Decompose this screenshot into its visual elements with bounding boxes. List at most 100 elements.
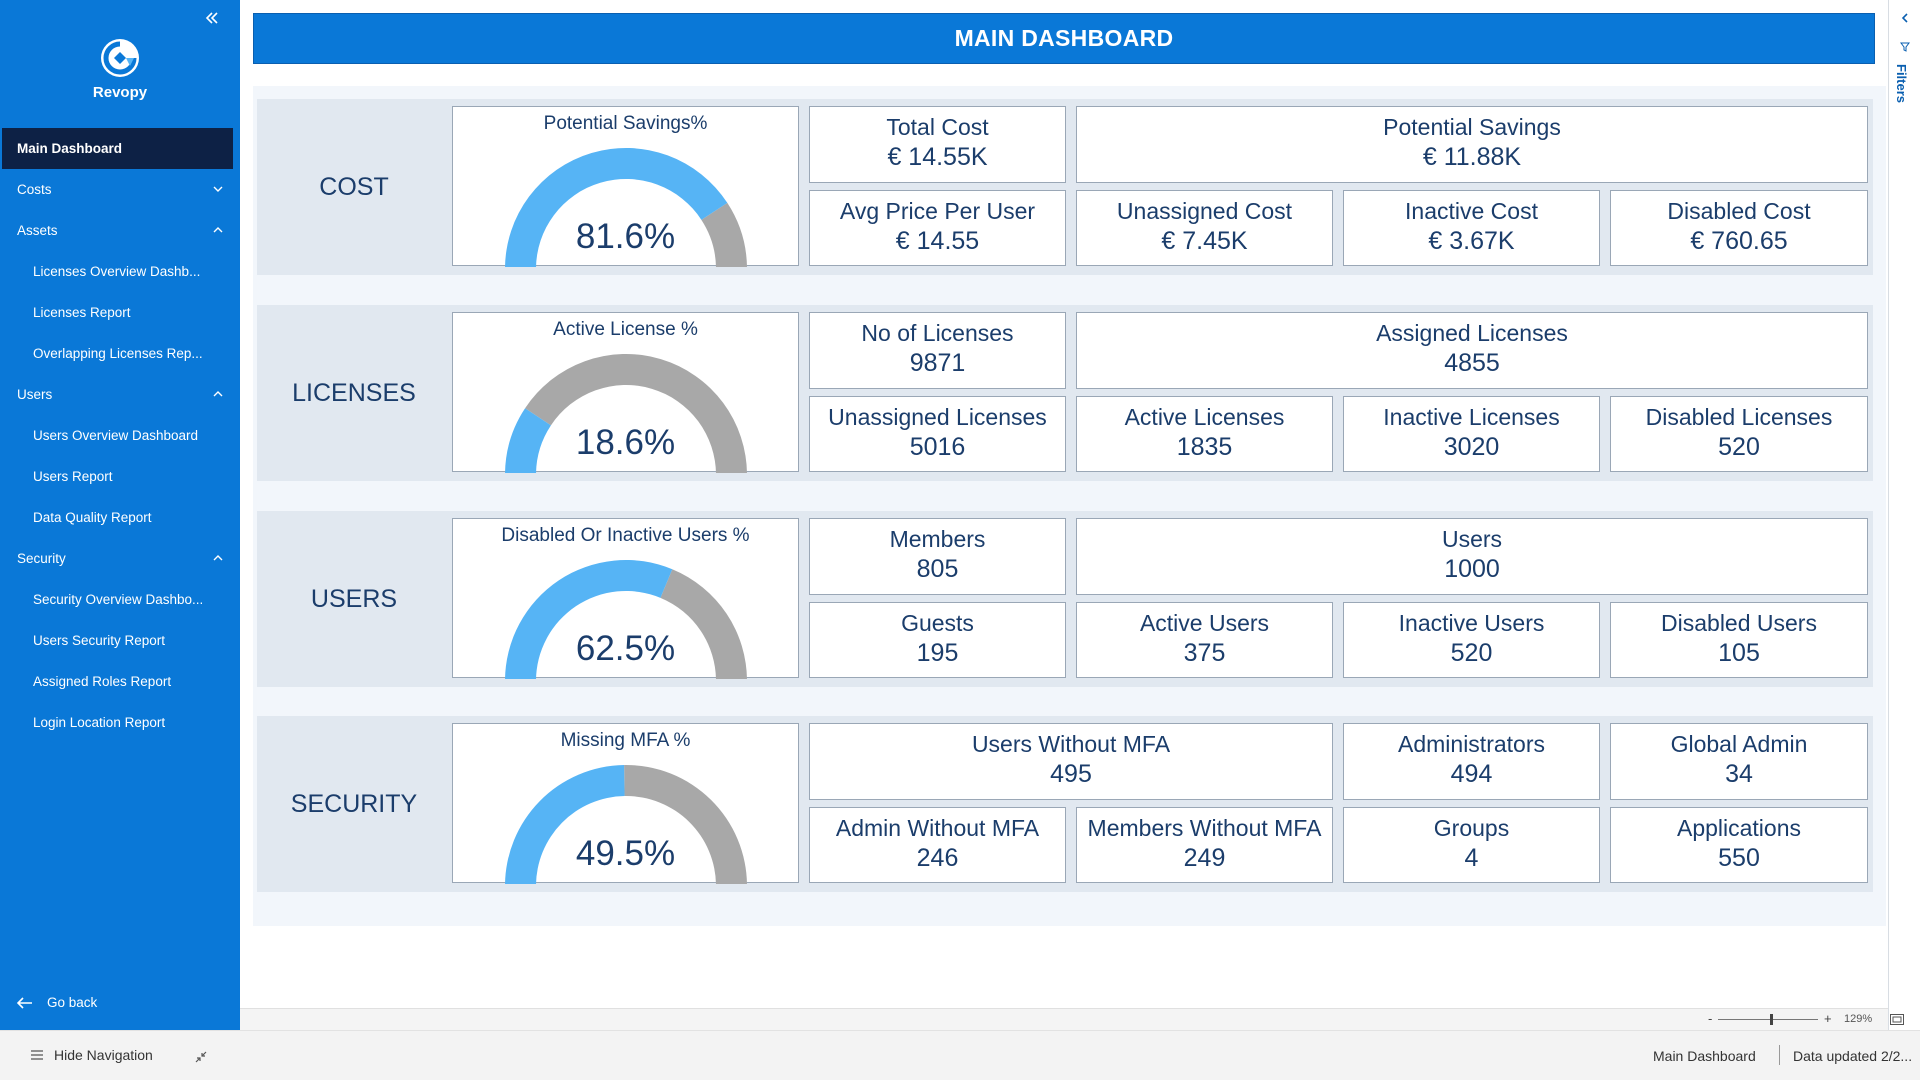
- nav-item-overlapping-licenses-report[interactable]: Overlapping Licenses Rep...: [0, 333, 240, 374]
- kpi-value: 375: [1183, 639, 1226, 668]
- page-title: MAIN DASHBOARD: [253, 13, 1875, 64]
- kpi-label: Members: [889, 526, 986, 552]
- kpi-card-disabled-users[interactable]: Disabled Users 105: [1610, 602, 1868, 678]
- kpi-card-potential-savings[interactable]: Potential Savings € 11.88K: [1076, 106, 1868, 183]
- dashboard-panel: COST Potential Savings% 81.6% Total Cost…: [253, 86, 1886, 926]
- nav-item-users[interactable]: Users: [0, 374, 240, 415]
- kpi-label: Disabled Licenses: [1645, 404, 1833, 430]
- zoom-slider-track[interactable]: [1718, 1019, 1818, 1020]
- kpi-card-guests[interactable]: Guests 195: [809, 602, 1066, 678]
- kpi-card-members[interactable]: Members 805: [809, 518, 1066, 595]
- kpi-card-groups[interactable]: Groups 4: [1343, 807, 1600, 883]
- nav-item-label: Login Location Report: [33, 715, 166, 730]
- nav-item-login-location-report[interactable]: Login Location Report: [0, 702, 240, 743]
- zoom-in-button[interactable]: +: [1824, 1011, 1832, 1026]
- chevron-left-icon[interactable]: [1899, 12, 1911, 24]
- kpi-label: Total Cost: [886, 114, 989, 140]
- kpi-card-no-of-licenses[interactable]: No of Licenses 9871: [809, 312, 1066, 389]
- kpi-card-unassigned-licenses[interactable]: Unassigned Licenses 5016: [809, 396, 1066, 472]
- kpi-label: Members Without MFA: [1087, 815, 1322, 841]
- zoom-slider-thumb[interactable]: [1770, 1014, 1773, 1025]
- kpi-label: Users Without MFA: [971, 731, 1171, 757]
- gauge-missing-mfa: Missing MFA % 49.5%: [452, 723, 799, 884]
- kpi-value: 249: [1183, 844, 1226, 873]
- kpi-card-global-admin[interactable]: Global Admin 34: [1610, 723, 1868, 800]
- kpi-label: Avg Price Per User: [839, 198, 1036, 224]
- kpi-card-administrators[interactable]: Administrators 494: [1343, 723, 1600, 800]
- kpi-card-active-users[interactable]: Active Users 375: [1076, 602, 1333, 678]
- navigation-sidebar: Revopy Main Dashboard Costs Assets Licen…: [0, 0, 240, 1030]
- nav-item-users-overview-dashboard[interactable]: Users Overview Dashboard: [0, 415, 240, 456]
- chevron-up-icon: [213, 227, 223, 233]
- kpi-value: 494: [1450, 760, 1493, 789]
- nav-item-costs[interactable]: Costs: [0, 169, 240, 210]
- go-back-button[interactable]: Go back: [17, 991, 97, 1015]
- kpi-card-total-cost[interactable]: Total Cost € 14.55K: [809, 106, 1066, 183]
- kpi-card-inactive-licenses[interactable]: Inactive Licenses 3020: [1343, 396, 1600, 472]
- kpi-card-inactive-users[interactable]: Inactive Users 520: [1343, 602, 1600, 678]
- kpi-value: 1835: [1176, 433, 1233, 462]
- kpi-card-applications[interactable]: Applications 550: [1610, 807, 1868, 883]
- fit-to-page-icon[interactable]: [1890, 1014, 1904, 1025]
- kpi-card-members-without-mfa[interactable]: Members Without MFA 249: [1076, 807, 1333, 883]
- kpi-value: 195: [916, 639, 959, 668]
- kpi-value: 805: [916, 555, 959, 584]
- chevron-up-icon: [213, 391, 223, 397]
- collapse-arrows-icon[interactable]: [195, 1051, 207, 1063]
- filters-pane-collapsed[interactable]: Filters: [1888, 0, 1920, 1030]
- nav-item-security-overview-dashboard[interactable]: Security Overview Dashbo...: [0, 579, 240, 620]
- gauge-remainder-arc: [660, 569, 747, 679]
- arrow-left-icon: [17, 997, 32, 1009]
- nav-item-assigned-roles-report[interactable]: Assigned Roles Report: [0, 661, 240, 702]
- gauge-chart: [505, 354, 747, 473]
- kpi-card-active-licenses[interactable]: Active Licenses 1835: [1076, 396, 1333, 472]
- nav-item-licenses-report[interactable]: Licenses Report: [0, 292, 240, 333]
- nav-item-label: Assigned Roles Report: [33, 674, 172, 689]
- kpi-label: Potential Savings: [1383, 114, 1561, 140]
- kpi-value: 4: [1464, 844, 1479, 873]
- nav-item-label: Main Dashboard: [17, 141, 123, 156]
- kpi-value: € 3.67K: [1428, 227, 1515, 256]
- brand-logo-area: Revopy: [0, 38, 240, 101]
- kpi-card-assigned-licenses[interactable]: Assigned Licenses 4855: [1076, 312, 1868, 389]
- double-chevron-left-icon[interactable]: [204, 10, 220, 26]
- kpi-card-disabled-licenses[interactable]: Disabled Licenses 520: [1610, 396, 1868, 472]
- kpi-card-users-without-mfa[interactable]: Users Without MFA 495: [809, 723, 1333, 800]
- hamburger-menu-icon: [31, 1050, 43, 1060]
- section-users: USERS Disabled Or Inactive Users % 62.5%…: [257, 511, 1873, 687]
- nav-item-licenses-overview-dashboard[interactable]: Licenses Overview Dashb...: [0, 251, 240, 292]
- kpi-value: 246: [916, 844, 959, 873]
- nav-item-users-report[interactable]: Users Report: [0, 456, 240, 497]
- nav-item-main-dashboard[interactable]: Main Dashboard: [2, 128, 233, 169]
- kpi-label: Global Admin: [1670, 731, 1808, 757]
- gauge-value: 62.5%: [575, 629, 676, 668]
- gauge-value-arc: [505, 148, 728, 267]
- hide-navigation-button[interactable]: Hide Navigation: [30, 1047, 153, 1063]
- kpi-card-users[interactable]: Users 1000: [1076, 518, 1868, 595]
- kpi-label: Inactive Cost: [1405, 198, 1538, 224]
- gauge-title: Disabled Or Inactive Users %: [501, 525, 750, 546]
- kpi-value: 520: [1718, 433, 1760, 462]
- nav-item-label: Security: [17, 551, 66, 566]
- section-cost: COST Potential Savings% 81.6% Total Cost…: [257, 99, 1873, 275]
- kpi-card-inactive-cost[interactable]: Inactive Cost € 3.67K: [1343, 190, 1600, 266]
- kpi-card-admin-without-mfa[interactable]: Admin Without MFA 246: [809, 807, 1066, 883]
- filters-label[interactable]: Filters: [1894, 64, 1909, 104]
- kpi-card-disabled-cost[interactable]: Disabled Cost € 760.65: [1610, 190, 1868, 266]
- nav-item-users-security-report[interactable]: Users Security Report: [0, 620, 240, 661]
- gauge-remainder-arc: [525, 354, 747, 473]
- zoom-out-button[interactable]: -: [1708, 1011, 1713, 1026]
- kpi-card-unassigned-cost[interactable]: Unassigned Cost € 7.45K: [1076, 190, 1333, 266]
- kpi-card-avg-price-per-user[interactable]: Avg Price Per User € 14.55: [809, 190, 1066, 266]
- gauge-chart: [505, 560, 747, 679]
- nav-item-security[interactable]: Security: [0, 538, 240, 579]
- gauge-value-arc: [505, 765, 625, 884]
- hide-navigation-label: Hide Navigation: [54, 1047, 153, 1063]
- nav-item-assets[interactable]: Assets: [0, 210, 240, 251]
- kpi-label: Guests: [901, 610, 974, 636]
- gauge-chart: [505, 765, 747, 884]
- nav-item-data-quality-report[interactable]: Data Quality Report: [0, 497, 240, 538]
- kpi-label: No of Licenses: [861, 320, 1014, 346]
- section-title: LICENSES: [292, 378, 416, 407]
- zoom-bar: - + 129%: [240, 1008, 1904, 1030]
